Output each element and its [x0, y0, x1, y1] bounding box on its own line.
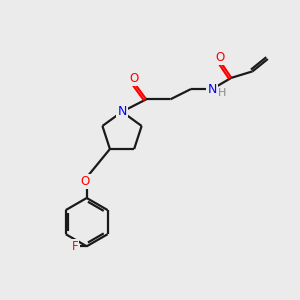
- Text: O: O: [215, 51, 224, 64]
- Text: O: O: [129, 72, 138, 85]
- Text: N: N: [207, 82, 217, 95]
- Text: N: N: [117, 105, 127, 118]
- Text: H: H: [218, 88, 226, 98]
- Text: O: O: [81, 175, 90, 188]
- Text: F: F: [72, 240, 79, 253]
